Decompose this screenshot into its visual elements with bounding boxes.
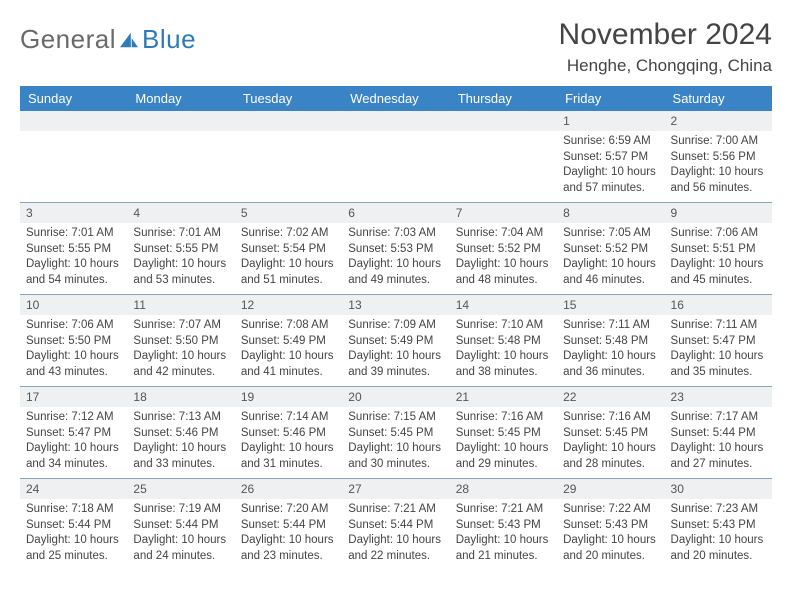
- day-number-row: 3456789: [20, 203, 772, 224]
- day-number-cell: 2: [665, 111, 772, 131]
- day-number-cell: 25: [127, 479, 234, 500]
- day-number-cell: 10: [20, 295, 127, 316]
- day-number-cell: [342, 111, 449, 131]
- day-detail-cell: Sunrise: 7:23 AMSunset: 5:43 PMDaylight:…: [665, 499, 772, 570]
- day-number-cell: 23: [665, 387, 772, 408]
- calendar-table: SundayMondayTuesdayWednesdayThursdayFrid…: [20, 86, 772, 570]
- day-detail-row: Sunrise: 7:01 AMSunset: 5:55 PMDaylight:…: [20, 223, 772, 295]
- day-detail-cell: Sunrise: 7:14 AMSunset: 5:46 PMDaylight:…: [235, 407, 342, 479]
- weekday-header-cell: Monday: [127, 86, 234, 111]
- day-number-cell: 6: [342, 203, 449, 224]
- day-detail-cell: Sunrise: 7:17 AMSunset: 5:44 PMDaylight:…: [665, 407, 772, 479]
- day-detail-cell: Sunrise: 7:21 AMSunset: 5:44 PMDaylight:…: [342, 499, 449, 570]
- day-number-cell: 29: [557, 479, 664, 500]
- day-detail-cell: Sunrise: 7:08 AMSunset: 5:49 PMDaylight:…: [235, 315, 342, 387]
- brand-sail-icon: [118, 31, 140, 49]
- title-block: November 2024 Henghe, Chongqing, China: [559, 18, 772, 76]
- day-number-cell: 27: [342, 479, 449, 500]
- day-number-cell: 19: [235, 387, 342, 408]
- day-detail-cell: Sunrise: 7:12 AMSunset: 5:47 PMDaylight:…: [20, 407, 127, 479]
- day-detail-cell: [342, 131, 449, 203]
- day-number-cell: 13: [342, 295, 449, 316]
- weekday-header-cell: Friday: [557, 86, 664, 111]
- day-detail-row: Sunrise: 7:06 AMSunset: 5:50 PMDaylight:…: [20, 315, 772, 387]
- day-detail-cell: Sunrise: 6:59 AMSunset: 5:57 PMDaylight:…: [557, 131, 664, 203]
- location-text: Henghe, Chongqing, China: [559, 56, 772, 76]
- day-number-row: 10111213141516: [20, 295, 772, 316]
- day-detail-cell: [20, 131, 127, 203]
- day-detail-cell: Sunrise: 7:09 AMSunset: 5:49 PMDaylight:…: [342, 315, 449, 387]
- weekday-header-cell: Tuesday: [235, 86, 342, 111]
- day-number-cell: 18: [127, 387, 234, 408]
- brand-logo: General Blue: [20, 18, 196, 55]
- weekday-header-cell: Thursday: [450, 86, 557, 111]
- month-title: November 2024: [559, 18, 772, 52]
- day-number-cell: 21: [450, 387, 557, 408]
- day-number-cell: 28: [450, 479, 557, 500]
- day-detail-cell: Sunrise: 7:10 AMSunset: 5:48 PMDaylight:…: [450, 315, 557, 387]
- day-detail-cell: Sunrise: 7:15 AMSunset: 5:45 PMDaylight:…: [342, 407, 449, 479]
- day-number-row: 12: [20, 111, 772, 131]
- day-detail-cell: Sunrise: 7:16 AMSunset: 5:45 PMDaylight:…: [557, 407, 664, 479]
- weekday-header-row: SundayMondayTuesdayWednesdayThursdayFrid…: [20, 86, 772, 111]
- day-detail-cell: Sunrise: 7:16 AMSunset: 5:45 PMDaylight:…: [450, 407, 557, 479]
- day-number-cell: 12: [235, 295, 342, 316]
- day-number-cell: 24: [20, 479, 127, 500]
- day-detail-cell: Sunrise: 7:02 AMSunset: 5:54 PMDaylight:…: [235, 223, 342, 295]
- day-number-cell: 26: [235, 479, 342, 500]
- day-number-cell: 5: [235, 203, 342, 224]
- day-detail-cell: Sunrise: 7:00 AMSunset: 5:56 PMDaylight:…: [665, 131, 772, 203]
- day-detail-cell: Sunrise: 7:18 AMSunset: 5:44 PMDaylight:…: [20, 499, 127, 570]
- day-detail-cell: Sunrise: 7:22 AMSunset: 5:43 PMDaylight:…: [557, 499, 664, 570]
- day-number-cell: 8: [557, 203, 664, 224]
- day-detail-cell: Sunrise: 7:06 AMSunset: 5:51 PMDaylight:…: [665, 223, 772, 295]
- day-number-row: 24252627282930: [20, 479, 772, 500]
- day-detail-cell: Sunrise: 7:11 AMSunset: 5:47 PMDaylight:…: [665, 315, 772, 387]
- day-detail-cell: [450, 131, 557, 203]
- day-detail-cell: Sunrise: 7:05 AMSunset: 5:52 PMDaylight:…: [557, 223, 664, 295]
- day-number-cell: 7: [450, 203, 557, 224]
- brand-text-blue: Blue: [142, 24, 196, 55]
- day-detail-cell: Sunrise: 7:06 AMSunset: 5:50 PMDaylight:…: [20, 315, 127, 387]
- day-number-cell: 15: [557, 295, 664, 316]
- day-number-cell: [127, 111, 234, 131]
- day-detail-cell: Sunrise: 7:20 AMSunset: 5:44 PMDaylight:…: [235, 499, 342, 570]
- weekday-header-cell: Wednesday: [342, 86, 449, 111]
- day-number-cell: 9: [665, 203, 772, 224]
- day-number-cell: 14: [450, 295, 557, 316]
- day-detail-cell: Sunrise: 7:03 AMSunset: 5:53 PMDaylight:…: [342, 223, 449, 295]
- day-number-cell: 17: [20, 387, 127, 408]
- day-number-cell: [235, 111, 342, 131]
- weekday-header-cell: Sunday: [20, 86, 127, 111]
- day-detail-cell: Sunrise: 7:01 AMSunset: 5:55 PMDaylight:…: [20, 223, 127, 295]
- day-number-cell: 16: [665, 295, 772, 316]
- day-detail-cell: Sunrise: 7:19 AMSunset: 5:44 PMDaylight:…: [127, 499, 234, 570]
- day-number-cell: 1: [557, 111, 664, 131]
- day-number-cell: [20, 111, 127, 131]
- day-number-cell: 20: [342, 387, 449, 408]
- day-detail-cell: [127, 131, 234, 203]
- day-detail-cell: Sunrise: 7:04 AMSunset: 5:52 PMDaylight:…: [450, 223, 557, 295]
- day-number-cell: [450, 111, 557, 131]
- weekday-header-cell: Saturday: [665, 86, 772, 111]
- day-number-cell: 4: [127, 203, 234, 224]
- day-detail-cell: Sunrise: 7:21 AMSunset: 5:43 PMDaylight:…: [450, 499, 557, 570]
- day-detail-cell: [235, 131, 342, 203]
- day-number-cell: 3: [20, 203, 127, 224]
- day-number-cell: 22: [557, 387, 664, 408]
- day-detail-cell: Sunrise: 7:01 AMSunset: 5:55 PMDaylight:…: [127, 223, 234, 295]
- day-number-row: 17181920212223: [20, 387, 772, 408]
- day-number-cell: 30: [665, 479, 772, 500]
- day-detail-row: Sunrise: 7:12 AMSunset: 5:47 PMDaylight:…: [20, 407, 772, 479]
- page-header: General Blue November 2024 Henghe, Chong…: [20, 18, 772, 76]
- day-number-cell: 11: [127, 295, 234, 316]
- day-detail-row: Sunrise: 7:18 AMSunset: 5:44 PMDaylight:…: [20, 499, 772, 570]
- brand-text-general: General: [20, 24, 116, 55]
- day-detail-cell: Sunrise: 7:07 AMSunset: 5:50 PMDaylight:…: [127, 315, 234, 387]
- day-detail-cell: Sunrise: 7:11 AMSunset: 5:48 PMDaylight:…: [557, 315, 664, 387]
- day-detail-cell: Sunrise: 7:13 AMSunset: 5:46 PMDaylight:…: [127, 407, 234, 479]
- day-detail-row: Sunrise: 6:59 AMSunset: 5:57 PMDaylight:…: [20, 131, 772, 203]
